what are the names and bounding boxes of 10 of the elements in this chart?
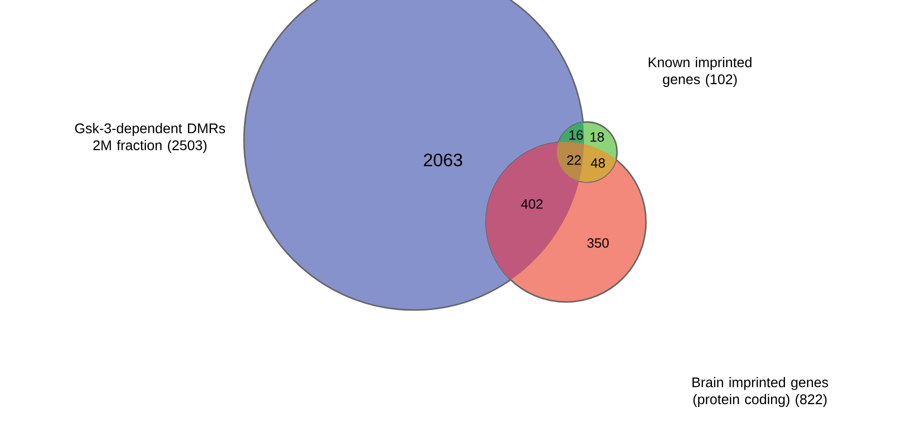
- text: Known imprinted genes (102): [648, 57, 752, 87]
- data-label: 18: [590, 132, 604, 142]
- data-label: 48: [590, 158, 605, 168]
- data-label: 350: [587, 238, 609, 248]
- text: Gsk-3-dependent DMRs 2M fraction (2503): [75, 123, 226, 153]
- data-label: 2063: [424, 154, 462, 166]
- text: Brain imprinted genes (protein coding) (822): [692, 377, 828, 407]
- data-label: 22: [567, 155, 581, 165]
- data-label: 402: [521, 199, 543, 209]
- data-label: 16: [570, 130, 583, 140]
